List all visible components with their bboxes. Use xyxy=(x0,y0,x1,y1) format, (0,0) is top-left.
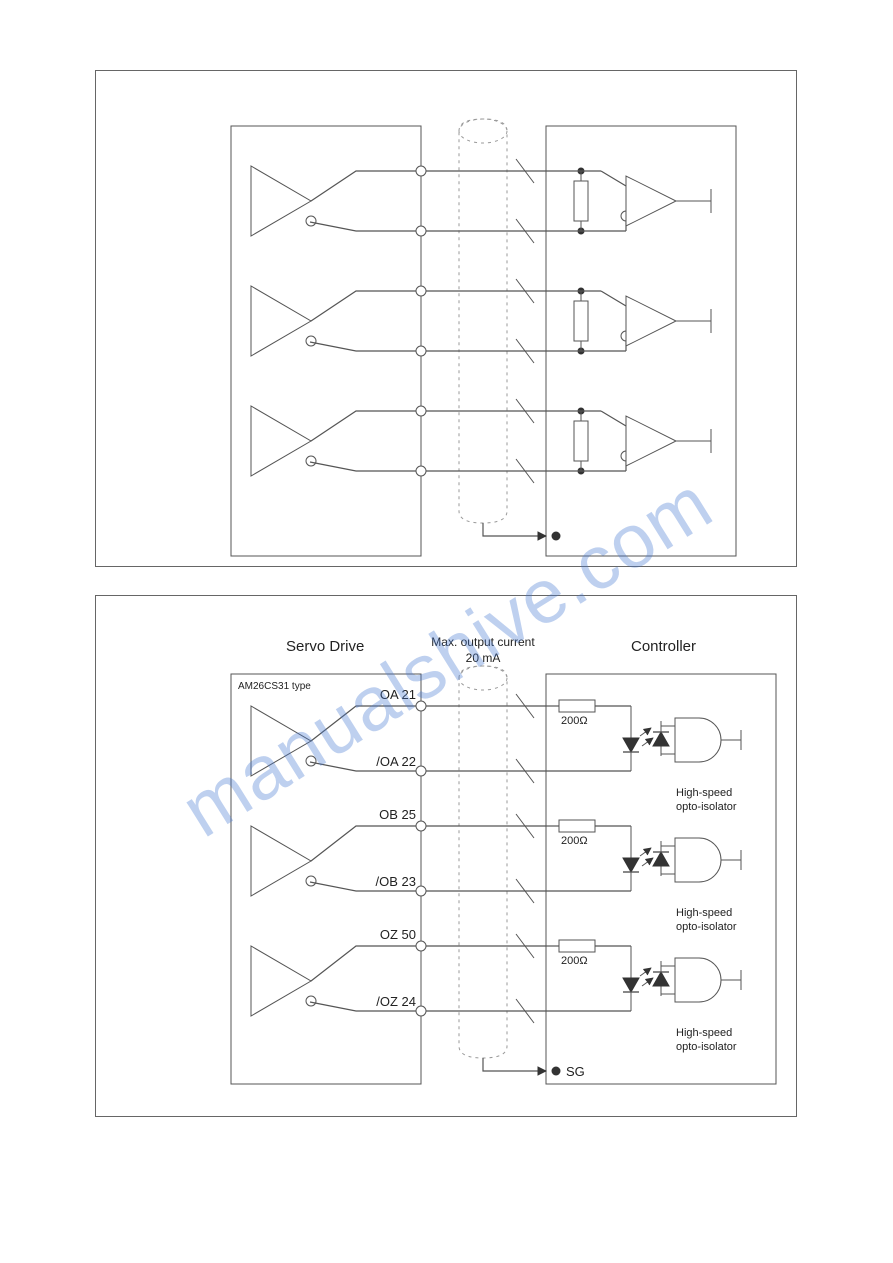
opto1-l1: High-speed xyxy=(676,787,732,799)
bottom-row-2: OB 25 /OB 23 200Ω xyxy=(251,807,741,933)
res3: 200Ω xyxy=(561,955,588,967)
res1: 200Ω xyxy=(561,715,588,727)
opto3-l1: High-speed xyxy=(676,1027,732,1039)
bottom-panel: Servo Drive Controller Max. output curre… xyxy=(95,595,797,1117)
top-row-2 xyxy=(251,279,711,363)
top-panel xyxy=(95,70,797,567)
bottom-row-1: OA 21 /OA 22 200Ω xyxy=(251,687,741,813)
pin-ob23: /OB 23 xyxy=(376,874,416,889)
driver-chip-label: AM26CS31 type xyxy=(238,681,311,692)
sg-label: SG xyxy=(566,1064,585,1079)
opto1-l2: opto-isolator xyxy=(676,801,737,813)
bottom-diagram: Servo Drive Controller Max. output curre… xyxy=(96,596,796,1116)
top-row-3 xyxy=(251,399,711,483)
pin-oa21: OA 21 xyxy=(380,687,416,702)
pin-ob25: OB 25 xyxy=(379,807,416,822)
bottom-row-3: OZ 50 /OZ 24 200Ω xyxy=(251,927,741,1053)
top-row-1 xyxy=(251,159,711,243)
opto2-l1: High-speed xyxy=(676,907,732,919)
controller-title: Controller xyxy=(631,638,696,655)
max-current-note2: 20 mA xyxy=(466,651,501,665)
servo-drive-title: Servo Drive xyxy=(286,638,364,655)
top-diagram xyxy=(96,71,796,566)
pin-oz24: /OZ 24 xyxy=(376,994,416,1009)
opto3-l2: opto-isolator xyxy=(676,1041,737,1053)
opto2-l2: opto-isolator xyxy=(676,921,737,933)
res2: 200Ω xyxy=(561,835,588,847)
max-current-note: Max. output current xyxy=(431,635,535,649)
page: manualshive.com xyxy=(0,0,893,1263)
pin-oa22: /OA 22 xyxy=(376,754,416,769)
pin-oz50: OZ 50 xyxy=(380,927,416,942)
